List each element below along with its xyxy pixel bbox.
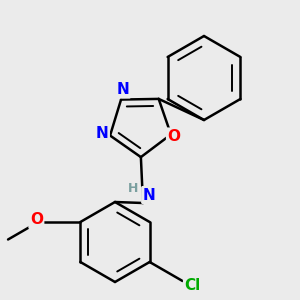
Text: N: N	[142, 188, 155, 202]
Text: O: O	[30, 212, 43, 227]
Text: H: H	[128, 182, 138, 196]
Text: Cl: Cl	[184, 278, 201, 292]
Text: O: O	[167, 129, 180, 144]
Text: N: N	[117, 82, 129, 97]
Text: N: N	[96, 126, 108, 141]
